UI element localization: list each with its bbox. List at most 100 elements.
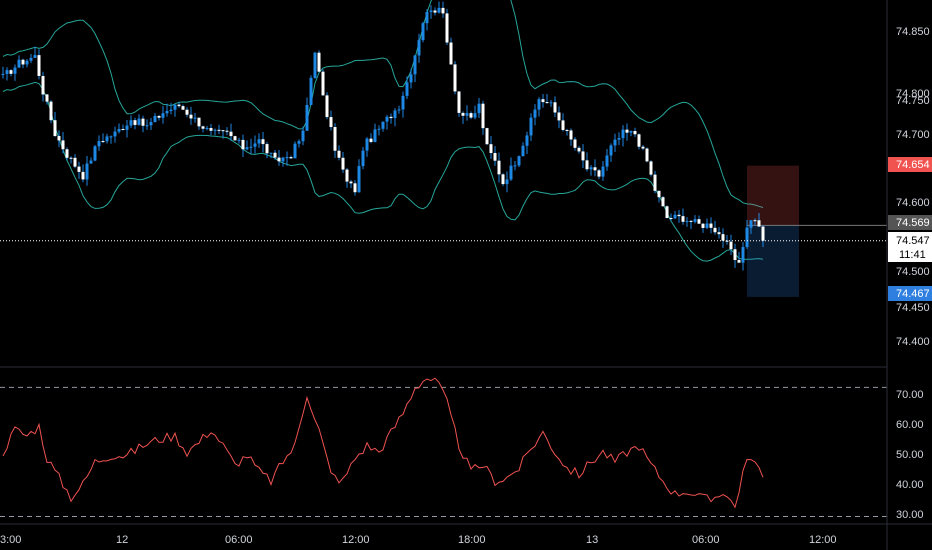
candle-body — [65, 149, 69, 158]
candle-body — [153, 115, 157, 123]
candle-body — [417, 40, 421, 56]
candle-body — [281, 157, 285, 162]
candle-body — [173, 104, 177, 110]
candle-body — [533, 109, 537, 118]
candle-body — [613, 139, 617, 146]
candle-body — [717, 232, 721, 235]
candle-body — [413, 55, 417, 75]
candle-body — [609, 145, 613, 156]
rsi-tick: 70.00 — [896, 389, 924, 401]
rsi-tick: 60.00 — [896, 419, 924, 431]
candle-body — [105, 136, 109, 142]
target-price-tag: 74.467 — [896, 288, 930, 300]
candle-body — [141, 118, 145, 126]
candle-body — [317, 52, 321, 72]
candle-body — [313, 52, 317, 78]
candle-body — [37, 55, 41, 76]
candle-body — [637, 134, 641, 147]
candle-body — [165, 111, 169, 114]
candle-body — [73, 157, 77, 167]
candle-body — [649, 161, 653, 175]
candle-body — [345, 169, 349, 182]
candle-body — [113, 131, 117, 137]
candle-body — [221, 130, 225, 132]
candle-body — [525, 135, 529, 146]
candle-body — [201, 126, 205, 129]
price-tick: 74.450 — [896, 302, 930, 314]
candle-body — [185, 109, 189, 115]
time-tick: 06:00 — [692, 534, 720, 546]
candle-body — [641, 146, 645, 149]
entry-price-tag-bg — [888, 215, 932, 230]
candle-body — [509, 165, 513, 180]
candle-body — [697, 219, 701, 224]
candle-body — [569, 130, 573, 140]
candle-body — [325, 95, 329, 118]
time-tick: 12:00 — [809, 534, 837, 546]
stop-price-tag-bg — [888, 157, 932, 172]
candle-body — [445, 13, 449, 43]
candle-body — [293, 143, 297, 159]
candle-body — [101, 141, 105, 143]
candle-body — [381, 121, 385, 129]
price-tick: 74.750 — [896, 95, 930, 107]
candle-body — [617, 138, 621, 140]
price-axis[interactable]: 74.850 74.800 74.750 74.700 74.600 74.50… — [888, 26, 932, 348]
candle-body — [77, 166, 81, 172]
candle-body — [205, 128, 209, 130]
candle-body — [41, 75, 45, 95]
candle-body — [581, 151, 585, 161]
candle-body — [129, 120, 133, 126]
candle-body — [289, 157, 293, 159]
candle-body — [265, 144, 269, 154]
candle-body — [573, 139, 577, 148]
candle-body — [621, 129, 625, 139]
candle-body — [329, 117, 333, 128]
candle-body — [473, 113, 477, 118]
candle-body — [713, 227, 717, 233]
candle-body — [593, 167, 597, 171]
rsi-axis[interactable]: 70.00 60.00 50.00 40.00 30.00 — [896, 389, 924, 521]
candle-body — [545, 102, 549, 104]
candle-body — [341, 157, 345, 170]
time-tick: 3:00 — [0, 534, 21, 546]
candle-body — [633, 131, 637, 135]
candle-body — [121, 128, 125, 130]
candle-body — [301, 130, 305, 142]
candle-body — [305, 104, 309, 131]
price-tick: 74.500 — [896, 266, 930, 278]
candle-body — [489, 144, 493, 154]
candle-body — [529, 117, 533, 136]
candle-body — [117, 128, 121, 132]
candle-body — [309, 77, 313, 105]
candle-body — [409, 74, 413, 83]
candle-body — [657, 190, 661, 198]
candle-body — [537, 99, 541, 110]
candle-body — [745, 227, 749, 248]
candle-body — [485, 128, 489, 145]
candle-body — [597, 170, 601, 177]
candle-body — [681, 216, 685, 222]
candle-body — [177, 104, 181, 107]
candle-body — [93, 146, 97, 161]
candle-body — [749, 220, 753, 228]
candle-body — [125, 125, 129, 130]
candle-body — [521, 145, 525, 157]
rsi-pane[interactable] — [0, 377, 887, 518]
candle-body — [261, 139, 265, 145]
price-pane[interactable] — [0, 0, 887, 297]
candle-body — [321, 71, 325, 96]
time-tick: 13 — [586, 534, 598, 546]
candle-body — [229, 131, 233, 137]
candle-body — [5, 70, 9, 74]
candle-body — [81, 171, 85, 180]
candle-body — [353, 183, 357, 193]
candle-body — [149, 122, 153, 126]
candle-body — [393, 110, 397, 119]
candle-body — [557, 112, 561, 121]
candle-body — [505, 179, 509, 185]
candle-body — [277, 157, 281, 162]
time-axis[interactable]: 3:00 12 06:00 12:00 18:00 13 06:00 12:00 — [0, 534, 837, 546]
candle-body — [233, 136, 237, 141]
